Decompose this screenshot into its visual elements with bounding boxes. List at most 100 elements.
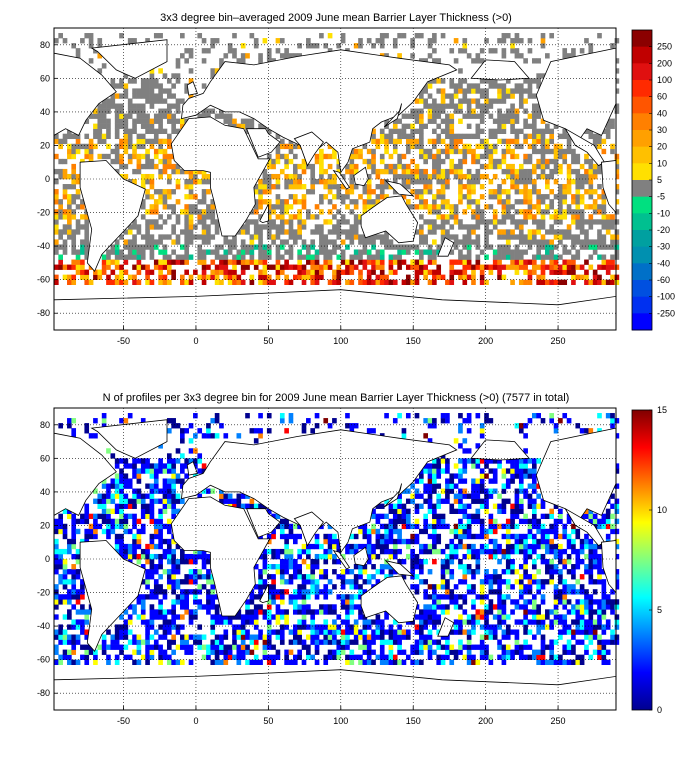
bin-cell — [210, 649, 216, 655]
bin-cell — [462, 279, 468, 285]
bin-cell — [497, 493, 502, 499]
bin-cell — [114, 113, 120, 119]
bin-cell — [479, 78, 485, 84]
bin-cell — [84, 143, 90, 150]
bin-cell — [449, 123, 455, 129]
bin-cell — [314, 269, 320, 275]
bin-cell — [588, 214, 594, 220]
bin-cell — [436, 209, 442, 215]
bin-cell — [362, 189, 368, 195]
bin-cell — [353, 249, 359, 255]
bin-cell — [145, 38, 150, 44]
bin-cell — [518, 98, 524, 104]
bin-cell — [319, 179, 324, 185]
bin-cell — [123, 83, 129, 89]
bin-cell — [584, 604, 589, 610]
bin-cell — [175, 624, 181, 630]
bin-cell — [462, 38, 468, 44]
bin-cell — [114, 83, 120, 89]
bin-cell — [536, 624, 541, 630]
bin-cell — [527, 654, 533, 660]
bin-cell — [449, 594, 455, 600]
bin-cell — [166, 138, 172, 145]
bin-cell — [540, 614, 546, 620]
bin-cell — [501, 209, 507, 215]
bin-cell — [392, 508, 398, 514]
bin-cell — [497, 523, 502, 530]
bin-cell — [67, 274, 72, 280]
bin-cell — [258, 194, 263, 200]
bin-cell — [440, 488, 446, 494]
bin-cell — [505, 113, 511, 119]
bin-cell — [136, 649, 142, 655]
bin-cell — [240, 264, 246, 270]
bin-cell — [284, 53, 289, 59]
bin-cell — [266, 594, 272, 600]
bin-cell — [54, 194, 59, 200]
bin-cell — [419, 168, 424, 175]
bin-cell — [180, 639, 185, 645]
bin-cell — [345, 624, 350, 630]
bin-cell — [153, 584, 159, 590]
bin-cell — [588, 279, 594, 285]
bin-cell — [571, 649, 576, 655]
bin-cell — [358, 609, 363, 615]
bin-cell — [67, 184, 72, 190]
bin-cell — [332, 624, 337, 630]
bin-cell — [531, 189, 537, 195]
bin-cell — [153, 219, 159, 225]
bin-cell — [379, 153, 385, 160]
bin-cell — [423, 498, 429, 504]
bin-cell — [562, 659, 568, 665]
bin-cells — [54, 33, 620, 285]
bin-cell — [453, 143, 459, 150]
bin-cell — [136, 594, 142, 600]
bin-cell — [614, 619, 620, 625]
bin-cell — [518, 579, 524, 585]
bin-cell — [153, 189, 159, 195]
bin-cell — [527, 204, 533, 210]
bin-cell — [436, 153, 442, 160]
bin-cell — [540, 543, 546, 550]
bin-cell — [227, 118, 233, 124]
blt-map: -50 0 50 100 150 200 250806040200-20-40-60-802… — [37, 27, 675, 346]
bin-cell — [449, 559, 455, 565]
bin-cell — [119, 118, 124, 124]
bin-cell — [54, 553, 59, 560]
bin-cell — [471, 493, 476, 499]
bin-cell — [114, 279, 120, 285]
bin-cell — [327, 624, 333, 630]
bin-cell — [206, 179, 211, 185]
bin-cell — [466, 239, 472, 245]
bin-cell — [501, 118, 507, 124]
bin-cell — [592, 629, 598, 635]
bin-cell — [166, 518, 172, 525]
bin-cell — [588, 133, 594, 140]
bin-cell — [549, 543, 555, 550]
bin-cell — [58, 599, 63, 605]
bin-cell — [575, 599, 581, 605]
bin-cell — [397, 659, 402, 665]
bin-cell — [375, 234, 381, 240]
bin-cell — [597, 569, 602, 575]
bin-cell — [588, 639, 594, 645]
bin-cell — [540, 649, 546, 655]
bin-cell — [375, 614, 381, 620]
bin-cell — [223, 239, 229, 245]
bin-cell — [327, 249, 333, 255]
bin-cell — [67, 214, 72, 220]
bin-cell — [379, 538, 385, 545]
bin-cell — [479, 153, 485, 160]
bin-cell — [440, 98, 446, 104]
bin-cell — [306, 259, 311, 265]
bin-cell — [145, 98, 150, 104]
bin-cell — [445, 128, 450, 134]
bin-cell — [501, 649, 507, 655]
bin-cell — [175, 103, 181, 109]
bin-cell — [201, 249, 207, 255]
bin-cell — [423, 249, 429, 255]
bin-cell — [527, 553, 533, 560]
bin-cell — [336, 654, 342, 660]
map-frame — [53, 27, 617, 331]
bin-cell — [379, 654, 385, 660]
